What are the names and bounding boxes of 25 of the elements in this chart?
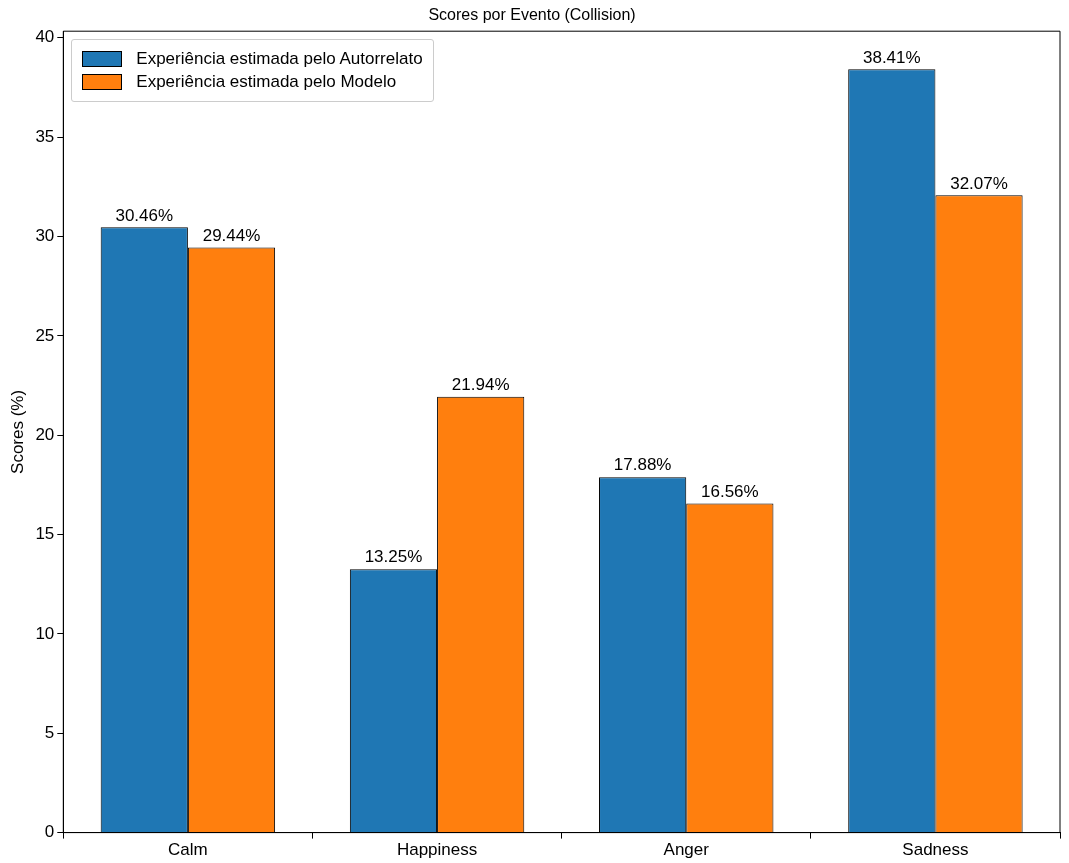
- y-tick-label: 20: [35, 424, 55, 444]
- data-label: 13.25%: [364, 547, 423, 567]
- legend-label: Experiência estimada pelo Modelo: [136, 72, 397, 93]
- y-tick-label: 5: [44, 722, 55, 742]
- data-label: 29.44%: [202, 225, 261, 245]
- y-tick-label: 35: [35, 126, 55, 146]
- data-label: 16.56%: [701, 481, 759, 501]
- y-tick-label: 15: [35, 524, 55, 544]
- legend-label: Experiência estimada pelo Autorrelato: [136, 49, 423, 70]
- y-axis-title: Scores (%): [7, 389, 27, 474]
- y-tick-label: 10: [35, 623, 55, 643]
- data-label: 32.07%: [950, 173, 1008, 193]
- data-label: 30.46%: [115, 205, 174, 225]
- y-tick-label: 25: [35, 325, 55, 345]
- data-label: 17.88%: [613, 455, 672, 475]
- x-tick-label: Anger: [663, 840, 710, 860]
- x-tick-label: Happiness: [396, 840, 478, 860]
- chart-title: Scores por Evento (Collision): [428, 6, 636, 24]
- data-label: 38.41%: [862, 47, 921, 67]
- x-tick-label: Calm: [168, 840, 208, 860]
- y-tick-label: 0: [44, 822, 55, 842]
- data-label: 21.94%: [451, 374, 510, 394]
- y-tick-label: 30: [35, 226, 55, 246]
- y-tick-label: 40: [35, 27, 55, 47]
- x-tick-label: Sadness: [902, 840, 969, 860]
